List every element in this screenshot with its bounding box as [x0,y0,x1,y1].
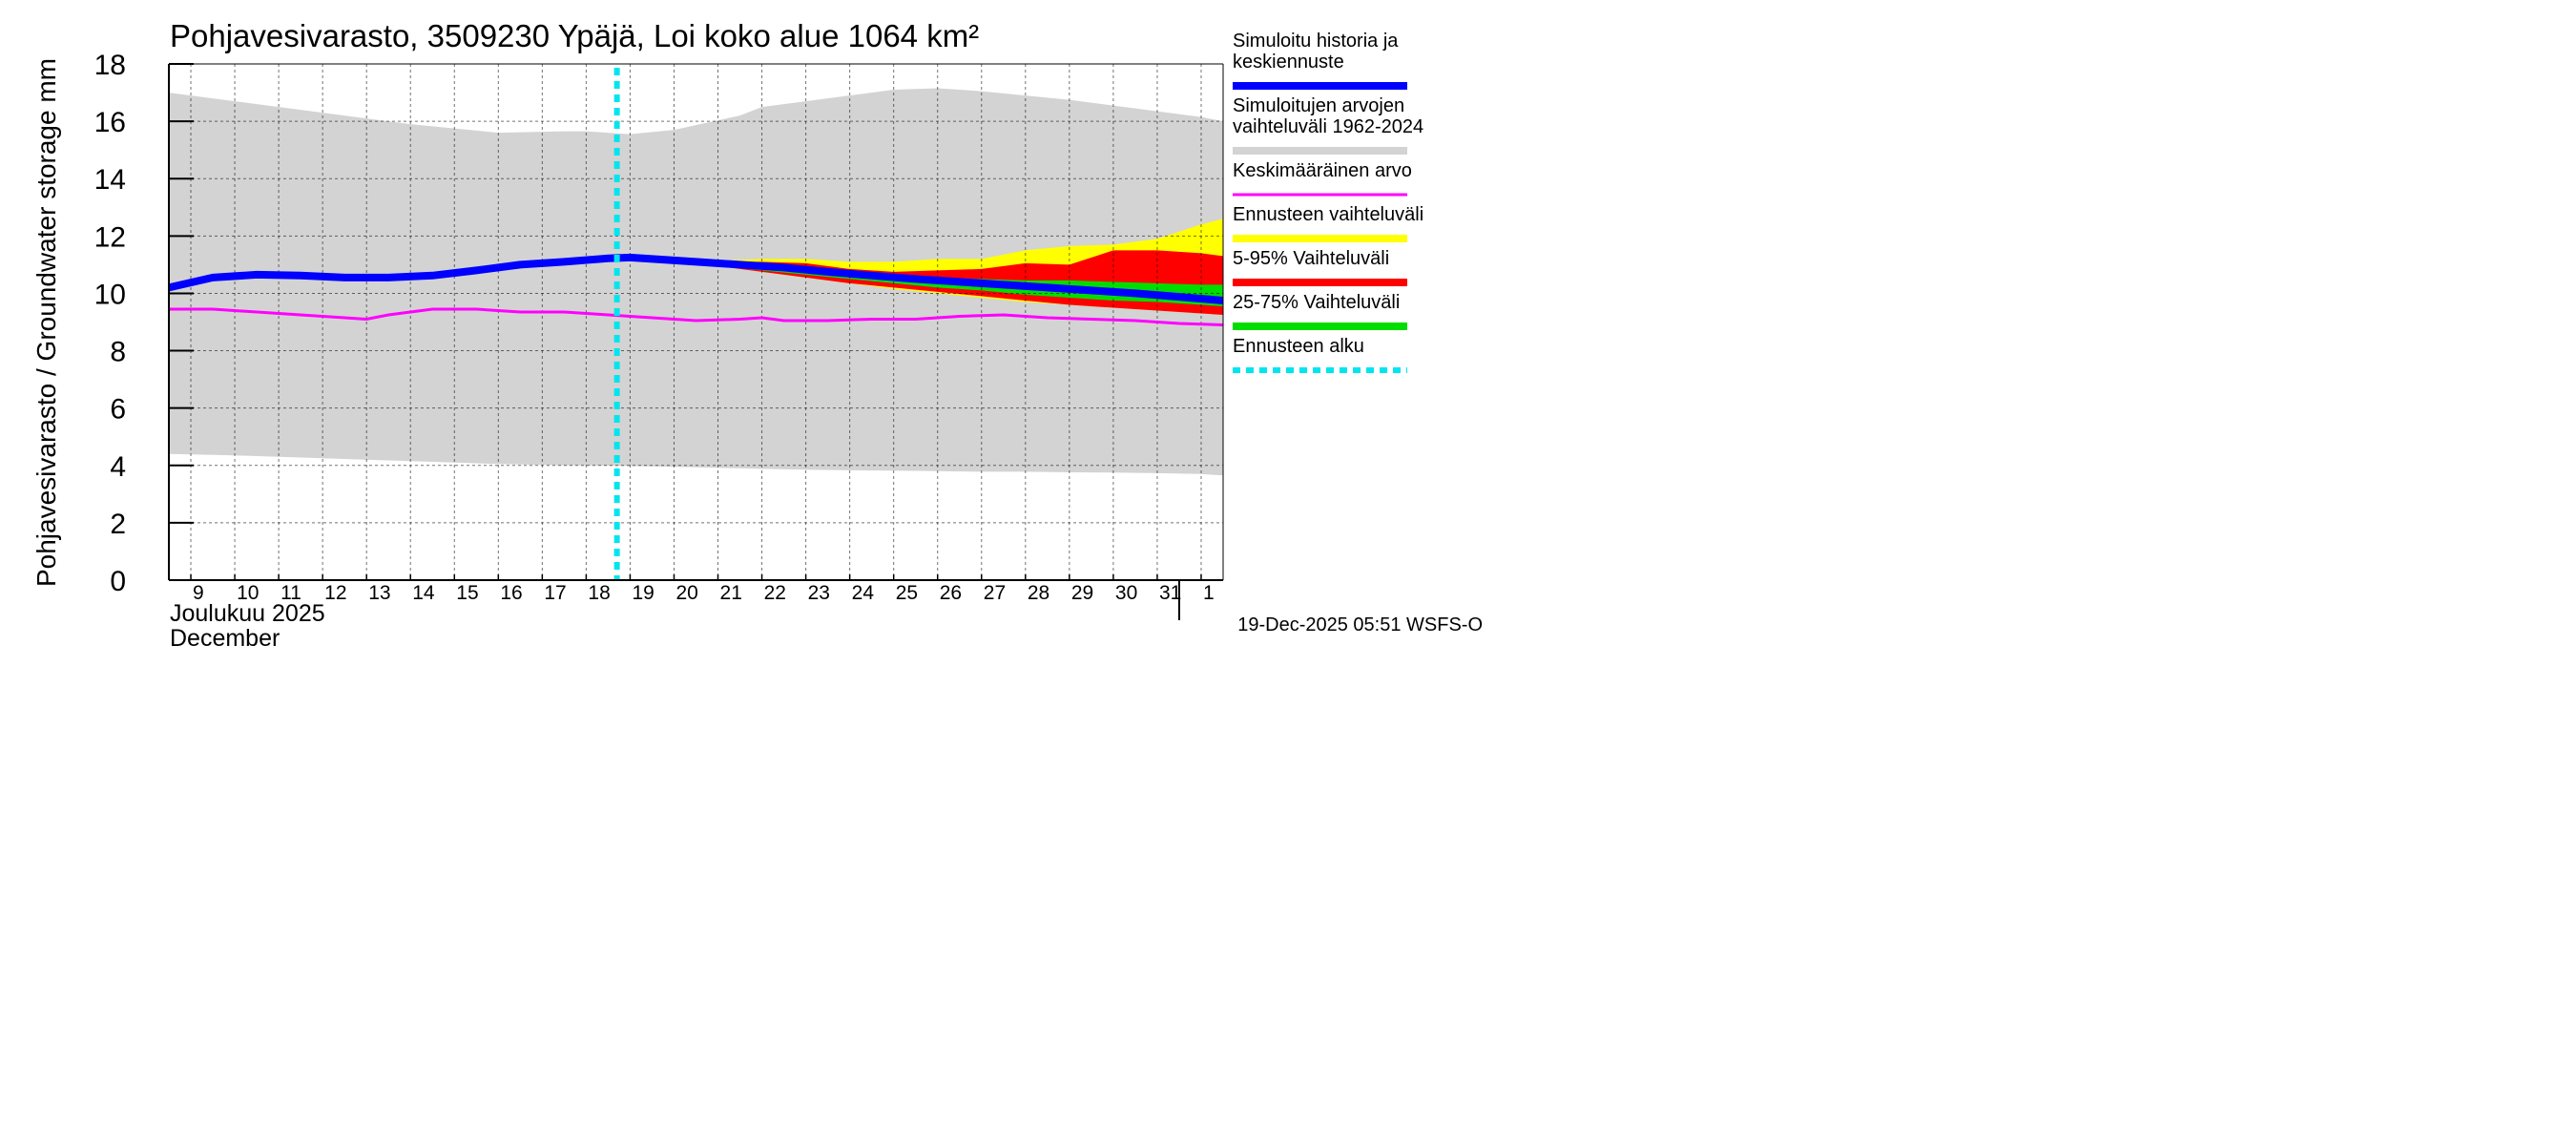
y-tick-label: 18 [94,50,126,81]
x-tick-label: 25 [896,582,918,604]
y-tick-label: 0 [110,566,126,597]
legend-label: keskiennuste [1233,52,1344,73]
x-tick-labels: 9 10 11 12 13 14 15 16 17 18 19 20 21 22 23 24 25 26 27 28 2… [193,582,1215,604]
x-tick-label: 21 [720,582,742,604]
x-tick-label: 19 [632,582,654,604]
x-tick-label: 24 [852,582,875,604]
legend-label: 25-75% Vaihteluväli [1233,292,1400,313]
grid-lines [169,64,1223,580]
x-tick-label: 30 [1115,582,1137,604]
x-tick-label: 26 [940,582,962,604]
y-tick-label: 6 [110,394,126,426]
series-lines [168,68,1224,580]
x-tick-label: 22 [764,582,786,604]
legend-label: Keskimääräinen arvo [1233,160,1412,181]
historical-range-area [169,88,1223,476]
legend-label: vaihteluväli 1962-2024 [1233,116,1423,137]
x-tick-label: 14 [412,582,435,604]
x-tick-label: 28 [1028,582,1049,604]
axes [168,63,1224,620]
x-tick-label: 17 [544,582,566,604]
y-tick-label: 10 [94,279,126,310]
y-axis-label: Pohjavesivarasto / Groundwater storage m… [31,58,61,587]
mean-line [169,307,1224,326]
timestamp: 19-Dec-2025 05:51 WSFS-O [1237,614,1483,635]
x-tick-label: 13 [368,582,390,604]
legend-label: Ennusteen vaihteluväli [1233,204,1423,225]
legend-label: Simuloitu historia ja [1233,31,1399,52]
x-tick-label: 1 [1203,582,1215,604]
legend-label: Ennusteen alku [1233,336,1364,357]
y-tick-label: 14 [94,164,126,196]
month-label-en: December [170,625,280,652]
y-tick-label: 4 [110,451,126,483]
x-tick-label: 20 [675,582,697,604]
x-tick-label: 12 [324,582,346,604]
y-tick-label: 12 [94,221,126,253]
legend-label: 5-95% Vaihteluväli [1233,248,1389,269]
y-tick-label: 8 [110,337,126,368]
legend-label: Simuloitujen arvojen [1233,95,1404,116]
median-line [168,253,1224,304]
x-tick-label: 31 [1159,582,1181,604]
x-tick-label: 29 [1071,582,1093,604]
month-label-fi: Joulukuu 2025 [170,600,325,627]
y-tick-label: 2 [110,509,126,540]
groundwater-chart: Pohjavesivarasto, 3509230 Ypäjä, Loi kok… [31,18,1483,652]
x-tick-label: 23 [808,582,830,604]
x-tick-label: 10 [237,582,259,604]
x-tick-label: 16 [500,582,522,604]
x-tick-label: 9 [193,582,204,604]
y-tick-labels: 0 2 4 6 8 10 12 14 16 18 [94,50,126,597]
area-layers [169,88,1223,476]
x-tick-label: 15 [456,582,478,604]
x-tick-label: 18 [588,582,610,604]
x-tick-label: 11 [280,582,301,604]
y-tick-label: 16 [94,107,126,138]
chart-title: Pohjavesivarasto, 3509230 Ypäjä, Loi kok… [170,18,979,53]
x-tick-label: 27 [984,582,1006,604]
